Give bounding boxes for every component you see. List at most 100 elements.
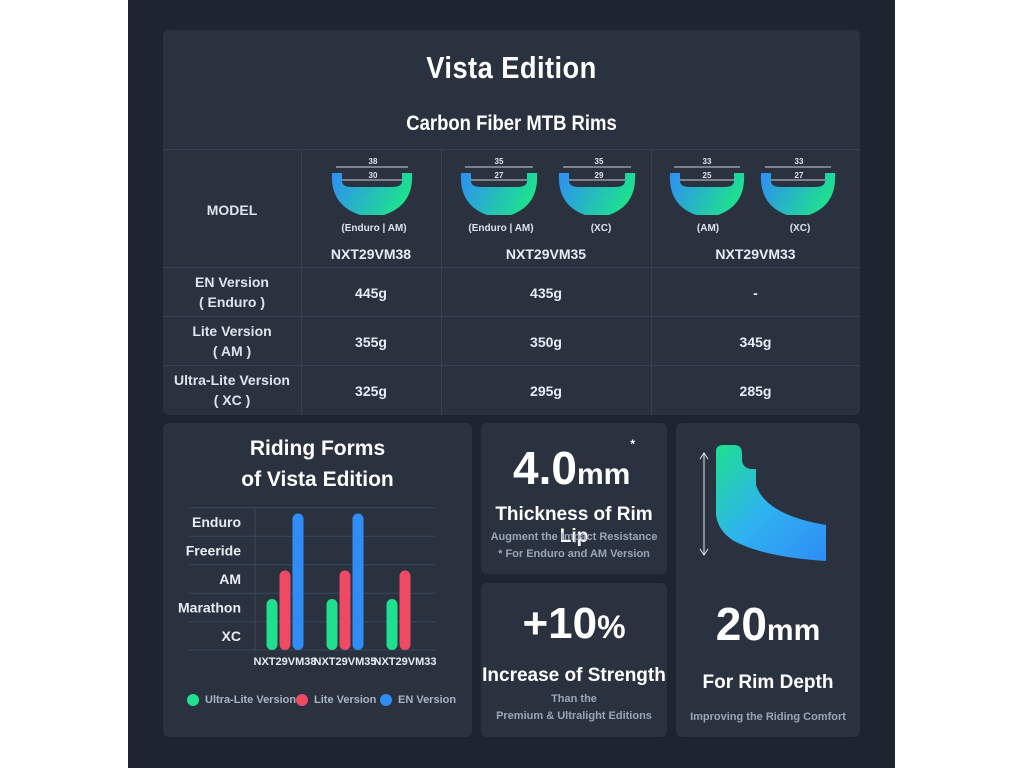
weight-cell: 295g bbox=[530, 383, 562, 399]
lip-asterisk: * bbox=[630, 437, 635, 451]
bar-ultra-lite-version-nxt29vm35 bbox=[326, 599, 338, 650]
rim-inner-width: 25 bbox=[702, 171, 712, 180]
depth-value: 20mm bbox=[676, 597, 860, 651]
row-label-line: ( Enduro ) bbox=[198, 294, 266, 310]
rim-use-caption: (Enduro | AM) bbox=[468, 223, 534, 234]
y-tick-label: Enduro bbox=[192, 514, 241, 530]
weight-cell: 445g bbox=[355, 285, 387, 301]
rim-outer-width: 35 bbox=[494, 157, 504, 166]
legend-label: Lite Version bbox=[314, 694, 377, 706]
row-label-line: ( AM ) bbox=[212, 343, 252, 359]
table-divider bbox=[163, 365, 860, 366]
rim-outer-width: 38 bbox=[368, 157, 378, 166]
strength-value: +10% bbox=[481, 599, 667, 649]
rim-profile-icon bbox=[460, 166, 538, 215]
y-tick-label: Marathon bbox=[178, 599, 241, 615]
x-tick-label: NXT29VM33 bbox=[374, 656, 437, 668]
rim-profile-icon bbox=[669, 166, 745, 215]
rim-lip-card: 4.0mm * Thickness of Rim Lip Augment the … bbox=[481, 423, 667, 574]
weight-cell: 435g bbox=[530, 285, 562, 301]
legend-item-en: EN Version bbox=[380, 694, 457, 707]
table-divider bbox=[301, 149, 302, 415]
lip-headline: Thickness of Rim Lip bbox=[495, 504, 653, 547]
bar-lite-version-nxt29vm38 bbox=[279, 570, 291, 650]
row-label-line: Lite Version bbox=[192, 323, 272, 339]
row-label-en: EN Version ( Enduro ) bbox=[163, 272, 301, 312]
weight-cell: - bbox=[753, 285, 758, 301]
model-name: NXT29VM35 bbox=[505, 246, 587, 262]
rim-inner-width: 29 bbox=[594, 171, 604, 180]
y-tick-label: XC bbox=[222, 628, 241, 644]
lip-unit: mm bbox=[576, 458, 631, 491]
row-label-line: Ultra-Lite Version bbox=[174, 372, 290, 388]
strength-unit: % bbox=[597, 609, 626, 645]
weight-cell: 285g bbox=[739, 383, 772, 399]
table-divider bbox=[163, 267, 860, 268]
y-tick-label: Freeride bbox=[186, 542, 241, 558]
depth-number: 20 bbox=[715, 598, 767, 650]
legend-dot bbox=[380, 694, 392, 707]
legend-item-lite: Lite Version bbox=[296, 694, 377, 707]
legend-dot bbox=[296, 694, 308, 707]
strength-number: +10 bbox=[522, 599, 598, 648]
strength-card: +10% Increase of Strength Than the Premi… bbox=[481, 583, 667, 737]
bar-ultra-lite-version-nxt29vm38 bbox=[266, 599, 278, 650]
row-label-line: ( XC ) bbox=[213, 392, 251, 408]
chart-title: Riding Forms of Vista Edition bbox=[163, 433, 472, 495]
chart-title-line: of Vista Edition bbox=[241, 468, 394, 491]
rim-profile-icon bbox=[760, 166, 836, 215]
weight-cell: 350g bbox=[530, 334, 562, 350]
rim-use-caption: (XC) bbox=[789, 223, 811, 234]
table-divider bbox=[163, 149, 860, 150]
model-name: NXT29VM38 bbox=[330, 246, 412, 262]
rim-use-caption: (AM) bbox=[696, 223, 720, 234]
x-tick-label: NXT29VM38 bbox=[254, 656, 317, 668]
y-tick-label: AM bbox=[219, 571, 241, 587]
rim-inner-width: 27 bbox=[794, 171, 804, 180]
depth-note: Improving the Riding Comfort bbox=[690, 711, 846, 723]
legend-item-ultralite: Ultra-Lite Version bbox=[187, 694, 296, 707]
model-header: MODEL bbox=[206, 202, 258, 218]
row-label-ultralite: Ultra-Lite Version ( XC ) bbox=[163, 370, 301, 410]
spec-card: Vista Edition Carbon Fiber MTB Rims MODE… bbox=[163, 30, 860, 415]
rim-use-caption: (XC) bbox=[590, 223, 612, 234]
weight-cell: 325g bbox=[355, 383, 387, 399]
strength-headline: Increase of Strength bbox=[482, 665, 666, 686]
legend-label: EN Version bbox=[398, 694, 457, 706]
rim-use-caption: (Enduro | AM) bbox=[341, 223, 407, 234]
riding-forms-chart: XCMarathonAMFreerideEnduroNXT29VM38NXT29… bbox=[178, 507, 437, 668]
row-label-line: EN Version bbox=[195, 274, 269, 290]
rim-profile-icon bbox=[331, 166, 413, 215]
bar-ultra-lite-version-nxt29vm33 bbox=[386, 599, 398, 650]
chart-title-line: Riding Forms bbox=[249, 437, 386, 460]
bar-lite-version-nxt29vm33 bbox=[399, 570, 411, 650]
lip-number: 4.0 bbox=[513, 442, 577, 494]
weight-cell: 345g bbox=[739, 334, 772, 350]
table-divider bbox=[441, 149, 442, 415]
strength-note-2: Premium & Ultralight Editions bbox=[496, 710, 652, 722]
bar-en-version-nxt29vm35 bbox=[352, 513, 364, 650]
rim-outer-width: 35 bbox=[594, 157, 604, 166]
rim-inner-width: 30 bbox=[368, 171, 378, 180]
rim-inner-width: 27 bbox=[494, 171, 504, 180]
rim-profile-icon bbox=[558, 166, 636, 215]
row-label-lite: Lite Version ( AM ) bbox=[163, 321, 301, 361]
page-subtitle: Carbon Fiber MTB Rims bbox=[406, 112, 617, 135]
lip-value: 4.0mm * bbox=[481, 437, 667, 495]
legend-dot bbox=[187, 694, 199, 707]
depth-headline: For Rim Depth bbox=[702, 672, 834, 693]
rim-outer-width: 33 bbox=[794, 157, 804, 166]
table-divider bbox=[651, 149, 652, 415]
strength-note-1: Than the bbox=[551, 693, 597, 705]
x-tick-label: NXT29VM35 bbox=[314, 656, 377, 668]
weight-cell: 355g bbox=[355, 334, 387, 350]
depth-unit: mm bbox=[766, 614, 821, 647]
rim-depth-card: 20mm For Rim Depth Improving the Riding … bbox=[676, 423, 860, 737]
rim-depth-profile-icon bbox=[699, 445, 826, 561]
lip-note-1: Augment the Impact Resistance bbox=[490, 531, 658, 543]
bar-en-version-nxt29vm38 bbox=[292, 513, 304, 650]
bar-lite-version-nxt29vm35 bbox=[339, 570, 351, 650]
model-name: NXT29VM33 bbox=[715, 246, 796, 262]
table-divider bbox=[163, 316, 860, 317]
rim-outer-width: 33 bbox=[702, 157, 712, 166]
